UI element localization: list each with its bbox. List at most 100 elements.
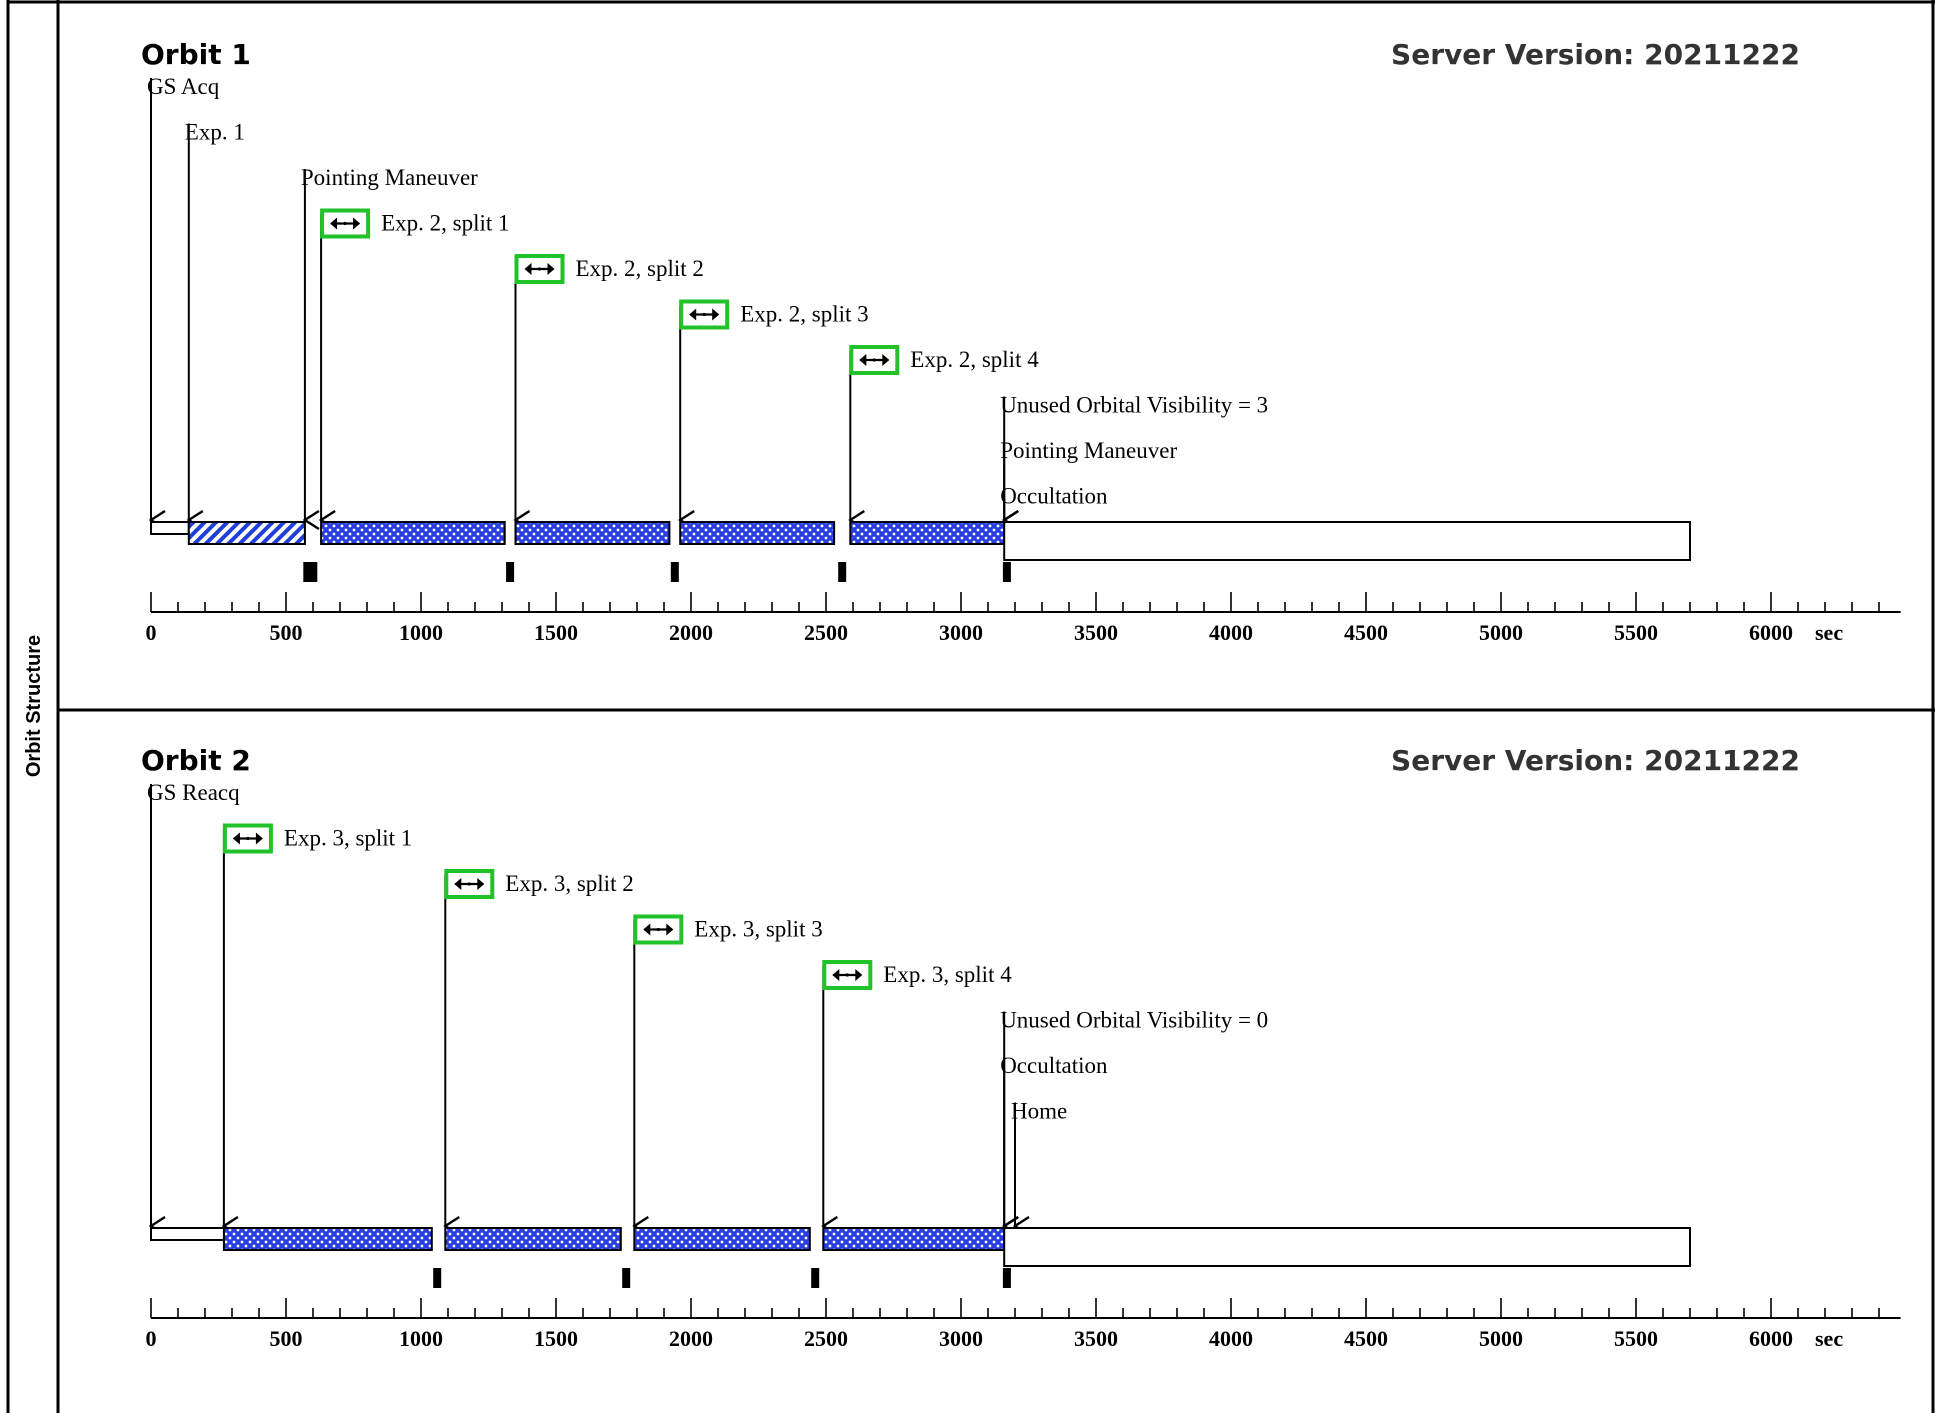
timeline-segment [444, 1227, 622, 1251]
server-version: Server Version: 20211222 [1391, 744, 1800, 777]
event-marker [622, 1268, 631, 1288]
timeline-segment [514, 521, 671, 545]
event-label: Unused Orbital Visibility = 0 [1000, 1008, 1268, 1033]
axis-tick-label: 5000 [1479, 1326, 1523, 1351]
axis-tick-label: 4000 [1209, 1326, 1253, 1351]
timeline-event[interactable]: Exp. 3, split 2 [444, 869, 634, 1226]
event-label: Pointing Maneuver [301, 165, 478, 190]
timeline-event[interactable]: Home [1011, 1099, 1067, 1227]
timeline-segment [1003, 1227, 1691, 1267]
axis-tick-label: 1000 [399, 1326, 443, 1351]
timeline-event[interactable]: Exp. 2, split 3 [679, 299, 869, 521]
timeline-event[interactable]: GS Acq [147, 74, 220, 520]
event-label: Exp. 3, split 4 [883, 962, 1012, 987]
axis-tick-label: 500 [270, 620, 303, 645]
timeline-event[interactable]: Exp. 1 [185, 120, 245, 521]
timeline-event[interactable]: Pointing Maneuver [1000, 438, 1177, 520]
axis-tick-label: 1000 [399, 620, 443, 645]
timeline-event[interactable]: Exp. 3, split 4 [822, 960, 1012, 1226]
timeline-event[interactable]: Occultation [1000, 484, 1108, 521]
timeline-segment [150, 521, 190, 535]
event-marker [670, 562, 679, 582]
event-label: GS Reacq [147, 780, 240, 805]
axis-tick-label: 4500 [1344, 620, 1388, 645]
axis-tick-label: 2500 [804, 1326, 848, 1351]
axis-tick-label: 3500 [1074, 620, 1118, 645]
event-marker [433, 1268, 442, 1288]
axis-tick-label: 4000 [1209, 620, 1253, 645]
axis-tick-label: 2500 [804, 620, 848, 645]
double-arrow-icon[interactable] [849, 345, 900, 375]
axis-tick-label: 5500 [1614, 620, 1658, 645]
event-marker [811, 1268, 820, 1288]
timeline-event[interactable]: Pointing Maneuver [301, 165, 478, 520]
outer-frame [6, 0, 1935, 1413]
event-marker [1002, 562, 1011, 582]
event-label: Exp. 2, split 3 [740, 302, 868, 327]
orbit-structure-label: Orbit Structure [23, 635, 45, 777]
orbit-2-panel: Orbit 2 Server Version: 20211222 GS Reacq E… [141, 744, 1901, 1351]
double-arrow-icon[interactable] [444, 869, 495, 899]
event-label: Exp. 2, split 2 [576, 256, 704, 281]
event-label: Exp. 3, split 3 [694, 917, 822, 942]
axis-tick-label: 6000 [1749, 620, 1793, 645]
double-arrow-icon[interactable] [320, 208, 371, 239]
axis-unit: sec [1815, 620, 1843, 645]
event-label: Exp. 1 [185, 120, 245, 145]
axis-tick-label: 6000 [1749, 1326, 1793, 1351]
timeline-segment [633, 1227, 811, 1251]
timeline-event[interactable]: Exp. 3, split 1 [222, 823, 412, 1227]
event-marker [1002, 1268, 1011, 1288]
axis-tick-label: 0 [146, 620, 157, 645]
axis-tick-label: 3000 [939, 620, 983, 645]
axis-tick-label: 3500 [1074, 1326, 1118, 1351]
event-label: Occultation [1000, 484, 1108, 509]
timeline-event[interactable]: Exp. 2, split 4 [849, 345, 1039, 520]
event-label: Exp. 3, split 1 [284, 826, 412, 851]
axis-tick-label: 3000 [939, 1326, 983, 1351]
timeline-event[interactable]: Unused Orbital Visibility = 3 [1000, 393, 1268, 521]
timeline-event[interactable]: Exp. 3, split 3 [633, 914, 823, 1227]
axis-tick-label: 5000 [1479, 620, 1523, 645]
event-marker [506, 562, 515, 582]
timeline-segment [187, 521, 306, 545]
axis-tick-label: 1500 [534, 620, 578, 645]
event-marker [838, 562, 847, 582]
timeline-event[interactable]: Unused Orbital Visibility = 0 [1000, 1008, 1268, 1227]
timeline-segment [1003, 521, 1691, 561]
timeline-event[interactable]: GS Reacq [147, 780, 240, 1226]
timeline-segment [222, 1227, 433, 1251]
server-version: Server Version: 20211222 [1391, 38, 1800, 71]
event-label: Unused Orbital Visibility = 3 [1000, 393, 1268, 418]
double-arrow-icon[interactable] [679, 299, 730, 330]
double-arrow-icon[interactable] [222, 823, 273, 854]
orbit-title: Orbit 2 [141, 744, 251, 777]
timeline-segment [822, 1227, 1006, 1251]
double-arrow-icon[interactable] [633, 914, 684, 945]
axis-tick-label: 2000 [669, 620, 713, 645]
axis-tick-label: 500 [270, 1326, 303, 1351]
axis-tick-label: 5500 [1614, 1326, 1658, 1351]
timeline-event[interactable]: Occultation [1000, 1053, 1108, 1226]
event-label: Exp. 2, split 4 [910, 347, 1039, 372]
event-label: Home [1011, 1099, 1067, 1124]
axis-unit: sec [1815, 1326, 1843, 1351]
timeline-event[interactable]: Exp. 2, split 2 [514, 254, 704, 520]
timeline-segment [320, 521, 506, 545]
event-marker [303, 562, 318, 582]
orbit-title: Orbit 1 [141, 38, 251, 71]
axis-tick-label: 0 [146, 1326, 157, 1351]
event-label: Exp. 2, split 1 [381, 211, 509, 236]
timeline-segment [679, 521, 836, 545]
event-label: Exp. 3, split 2 [505, 871, 633, 896]
axis-tick-label: 1500 [534, 1326, 578, 1351]
timeline-segment [849, 521, 1006, 545]
event-label: Pointing Maneuver [1000, 438, 1177, 463]
orbit-1-panel: Orbit 1 Server Version: 20211222 GS Acq Exp… [141, 38, 1901, 645]
axis-tick-label: 4500 [1344, 1326, 1388, 1351]
event-label: Occultation [1000, 1053, 1108, 1078]
axis-tick-label: 2000 [669, 1326, 713, 1351]
timeline-event[interactable]: Exp. 2, split 1 [320, 208, 510, 521]
double-arrow-icon[interactable] [514, 254, 565, 284]
double-arrow-icon[interactable] [822, 960, 873, 990]
